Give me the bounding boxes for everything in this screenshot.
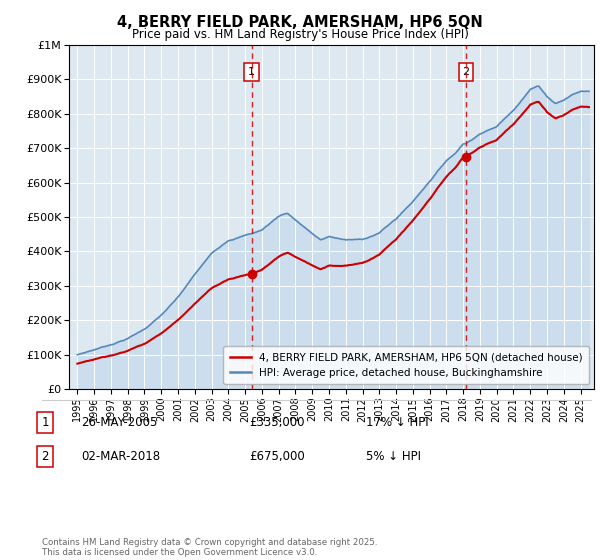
Text: £335,000: £335,000	[249, 416, 305, 430]
Text: 4, BERRY FIELD PARK, AMERSHAM, HP6 5QN: 4, BERRY FIELD PARK, AMERSHAM, HP6 5QN	[117, 15, 483, 30]
Text: 02-MAR-2018: 02-MAR-2018	[81, 450, 160, 463]
Text: 2: 2	[41, 450, 49, 463]
Text: 2: 2	[463, 67, 470, 77]
Text: 1: 1	[248, 67, 255, 77]
Text: Price paid vs. HM Land Registry's House Price Index (HPI): Price paid vs. HM Land Registry's House …	[131, 28, 469, 41]
Text: 17% ↓ HPI: 17% ↓ HPI	[366, 416, 428, 430]
Text: £675,000: £675,000	[249, 450, 305, 463]
Text: 1: 1	[41, 416, 49, 430]
Text: Contains HM Land Registry data © Crown copyright and database right 2025.
This d: Contains HM Land Registry data © Crown c…	[42, 538, 377, 557]
Text: 5% ↓ HPI: 5% ↓ HPI	[366, 450, 421, 463]
Legend: 4, BERRY FIELD PARK, AMERSHAM, HP6 5QN (detached house), HPI: Average price, det: 4, BERRY FIELD PARK, AMERSHAM, HP6 5QN (…	[223, 346, 589, 384]
Text: 26-MAY-2005: 26-MAY-2005	[81, 416, 157, 430]
